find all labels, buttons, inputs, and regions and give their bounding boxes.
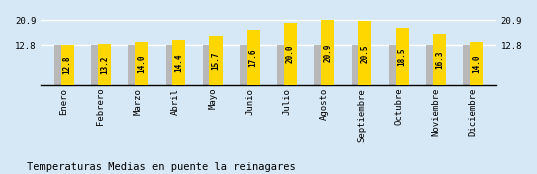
Bar [396,28,409,85]
Text: 14.4: 14.4 [175,53,183,72]
Bar [246,30,260,85]
Bar [128,45,141,85]
Text: 18.5: 18.5 [398,47,407,66]
Bar [433,34,446,85]
Text: 14.0: 14.0 [472,54,481,73]
Text: 20.0: 20.0 [286,45,295,63]
Bar [135,42,148,85]
Bar [277,45,291,85]
Text: 14.0: 14.0 [137,54,146,73]
Bar [54,45,67,85]
Bar [165,45,179,85]
Bar [284,23,297,85]
Bar [463,45,476,85]
Bar [352,45,365,85]
Bar [91,45,104,85]
Bar [321,20,334,85]
Bar [426,45,439,85]
Bar [240,45,253,85]
Bar [389,45,402,85]
Text: 17.6: 17.6 [249,49,258,67]
Text: 12.8: 12.8 [62,56,71,74]
Bar [203,45,216,85]
Text: 20.5: 20.5 [360,44,369,62]
Text: 13.2: 13.2 [100,55,109,74]
Bar [470,42,483,85]
Text: 20.9: 20.9 [323,43,332,62]
Text: Temperaturas Medias en puente la reinagares: Temperaturas Medias en puente la reinaga… [27,162,295,172]
Bar [209,36,222,85]
Bar [61,45,74,85]
Text: 15.7: 15.7 [212,52,221,70]
Bar [98,44,111,85]
Text: 16.3: 16.3 [435,50,444,69]
Bar [358,21,372,85]
Bar [172,40,185,85]
Bar [315,45,328,85]
